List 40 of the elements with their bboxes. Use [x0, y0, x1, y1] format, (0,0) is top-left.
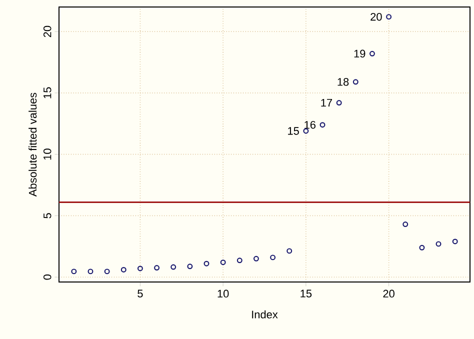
point [170, 264, 176, 270]
point [204, 260, 210, 266]
point [286, 248, 292, 254]
point [369, 50, 375, 56]
point [270, 254, 276, 260]
annotation: 20 [370, 12, 382, 21]
point [220, 260, 226, 266]
point [419, 244, 425, 250]
point [154, 265, 160, 270]
point [71, 268, 77, 274]
point [137, 266, 143, 272]
point [452, 238, 458, 244]
point [236, 258, 242, 264]
annotation: 17 [321, 98, 332, 107]
point [320, 122, 326, 128]
y-tick-label: 15 [44, 87, 52, 98]
x-tick-label: 15 [300, 290, 312, 298]
y-tick-label: 0 [43, 274, 52, 280]
point [253, 256, 259, 262]
point [120, 266, 126, 272]
point [88, 268, 94, 274]
x-tick-label: 5 [138, 290, 143, 298]
x-tick-label: 10 [218, 290, 229, 298]
annotation: 19 [354, 50, 366, 58]
point [187, 264, 193, 270]
y-tick-label: 5 [44, 213, 52, 218]
point [402, 222, 408, 228]
y-tick-label: 20 [43, 26, 52, 38]
annotation: 15 [288, 127, 299, 135]
point [104, 268, 110, 274]
point [436, 241, 442, 247]
point [352, 79, 358, 85]
y-tick-label: 10 [43, 148, 52, 160]
annotation: 16 [304, 120, 316, 129]
point [386, 14, 392, 20]
point [336, 100, 342, 106]
y-axis-title: Absolute fitted values [28, 92, 37, 197]
x-tick-label: 20 [383, 290, 394, 298]
x-axis-title: Index [252, 310, 278, 318]
annotation: 18 [338, 78, 349, 86]
